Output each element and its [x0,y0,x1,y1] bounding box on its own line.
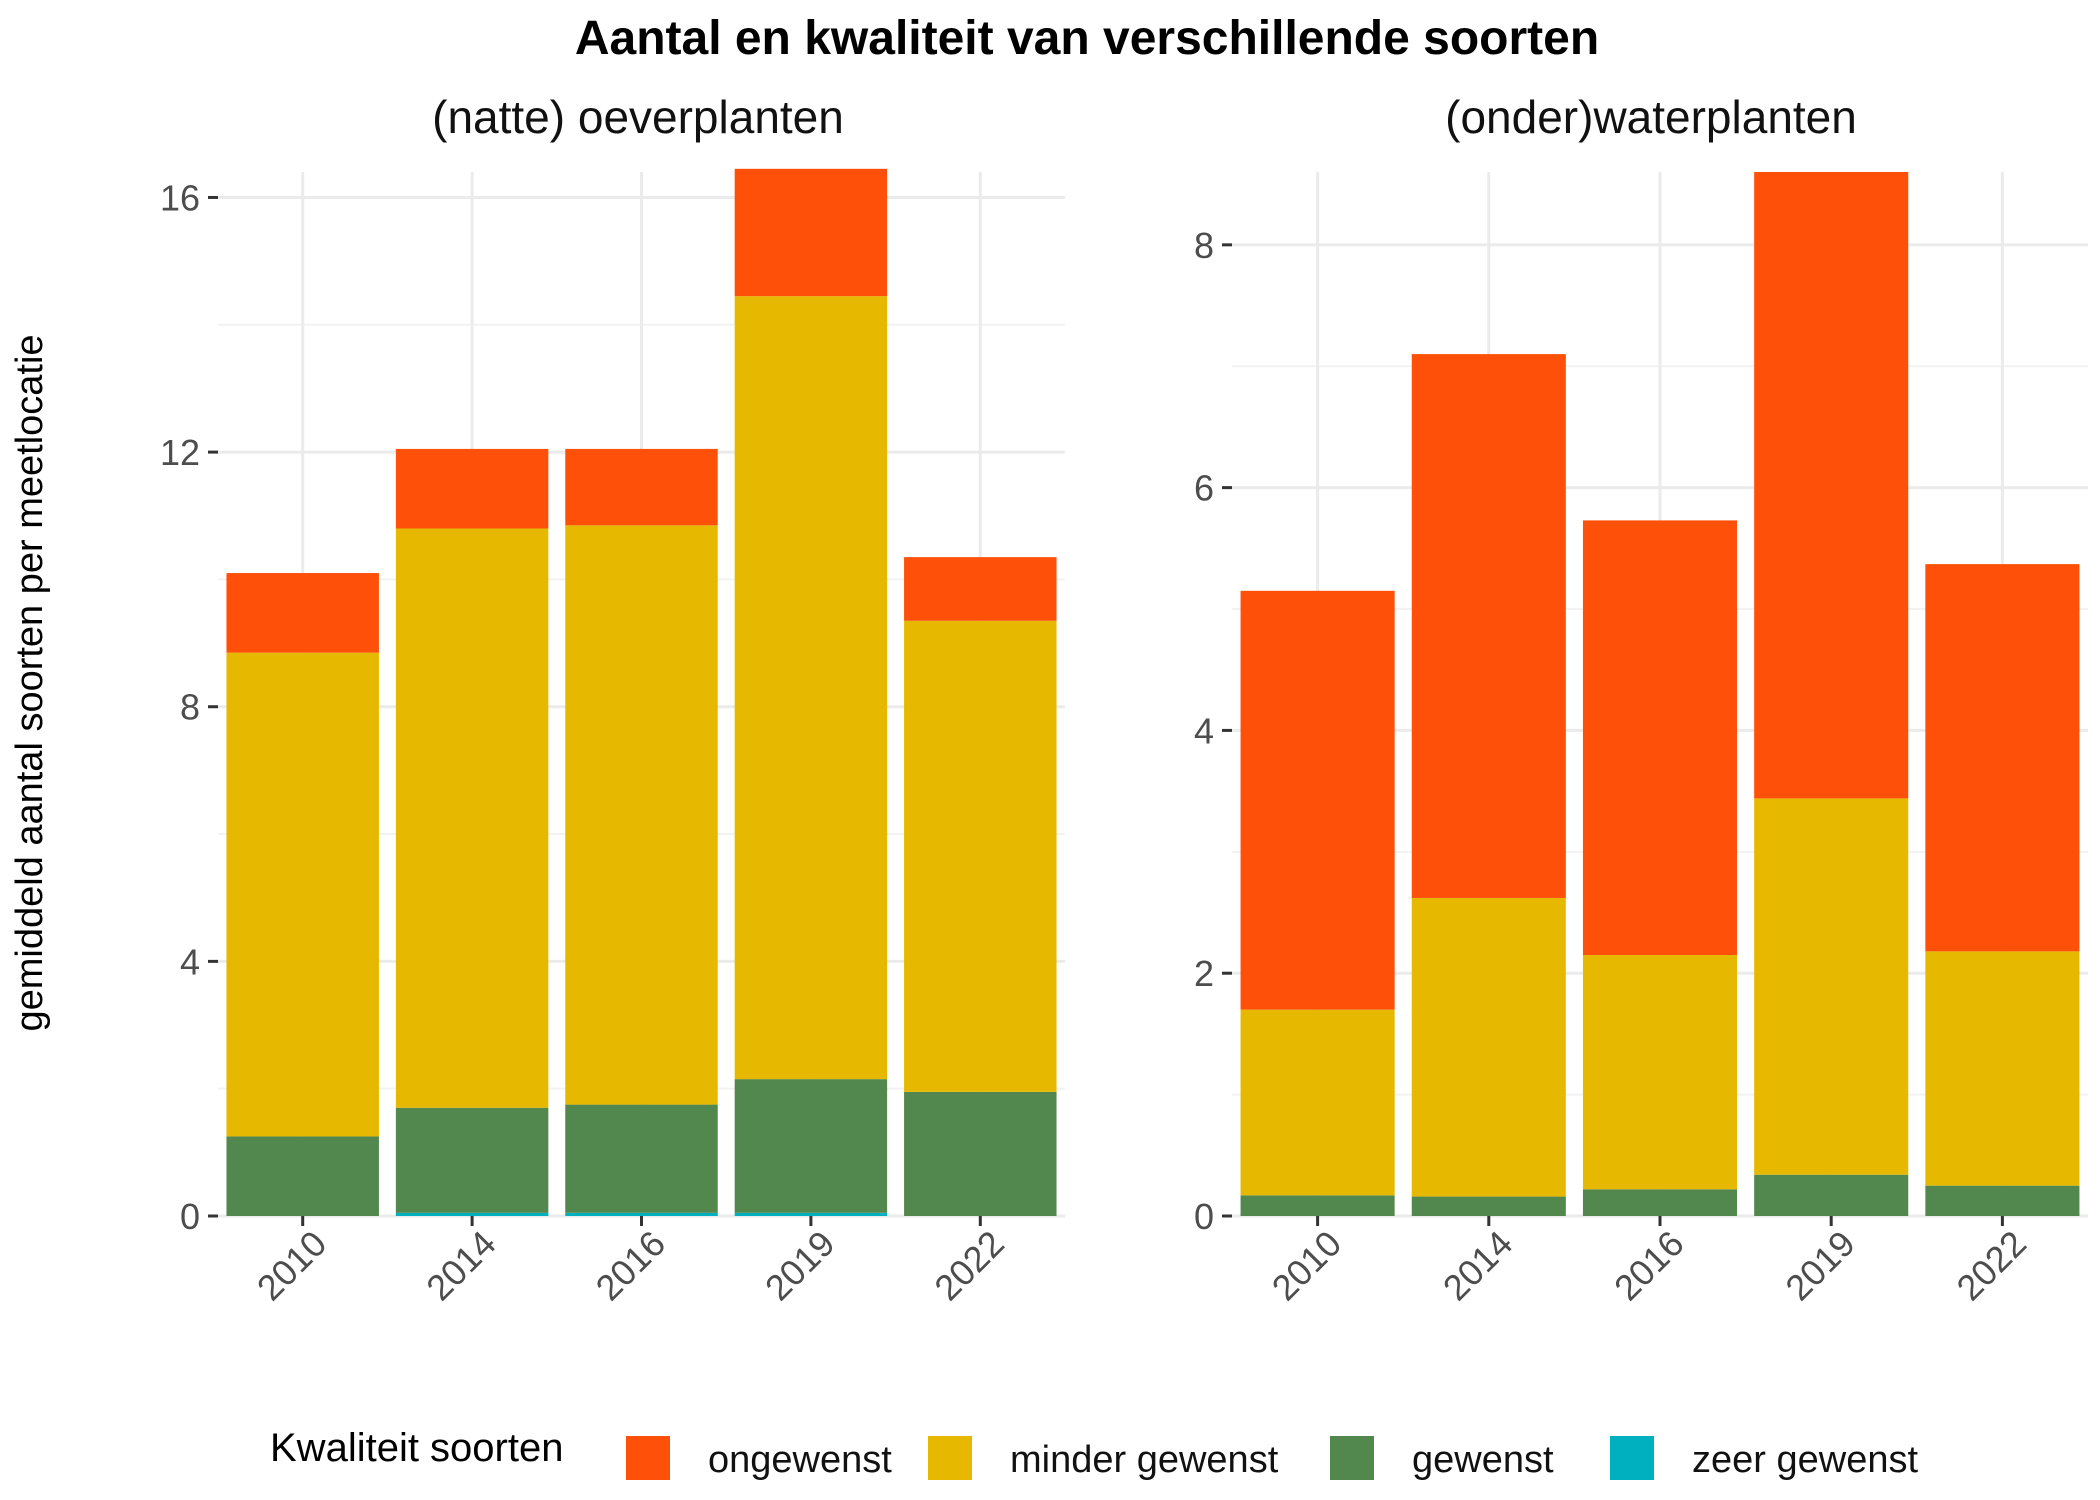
x-tick-label: 2010 [1264,1223,1350,1309]
panel-subtitle: (onder)waterplanten [1445,91,1857,143]
bar-segment-minder-gewenst-2016 [565,525,718,1105]
bar-segment-minder-gewenst-2014 [395,528,549,1108]
bar-segment-minder-gewenst-2019 [1754,798,1909,1175]
bar-segment-zeer-gewenst-2014 [395,1212,549,1216]
panels: (natte) oeverplanten 0 4 8 12 16 2010 2014 2016 2… [160,91,2088,1308]
x-tick-label: 2016 [1606,1223,1692,1309]
bar-segment-minder-gewenst-2016 [1582,955,1738,1190]
legend-swatch-gewenst [1330,1436,1374,1480]
x-tick-label: 2016 [588,1223,674,1309]
bar-segment-gewenst-2010 [1240,1195,1395,1216]
legend-swatch-zeer-gewenst [1610,1436,1654,1480]
legend-label-zeer-gewenst: zeer gewenst [1692,1439,1918,1481]
bar-segment-gewenst-2022 [1925,1185,2080,1216]
bar-segment-ongewenst-2014 [1411,354,1566,898]
x-tick-label: 2014 [418,1223,504,1309]
y-tick-label: 12 [160,432,200,473]
bar-segment-ongewenst-2019 [1754,172,1909,799]
legend-label-minder-gewenst: minder gewenst [1010,1439,1279,1481]
y-axis-label: gemiddeld aantal soorten per meetlocatie [9,334,51,1031]
x-tick-label: 2022 [1948,1223,2034,1309]
panel-subtitle: (natte) oeverplanten [432,91,844,143]
bar-segment-ongewenst-2010 [226,573,379,653]
legend-swatch-ongewenst [626,1436,670,1480]
y-tick-label: 4 [1194,710,1214,751]
y-tick-label: 2 [1194,953,1214,994]
legend-title: Kwaliteit soorten [270,1426,563,1470]
x-tick-label: 2019 [1777,1223,1863,1309]
bar-segment-ongewenst-2010 [1240,590,1395,1010]
x-tick-label: 2022 [926,1223,1012,1309]
x-tick-label: 2019 [757,1223,843,1309]
bar-segment-minder-gewenst-2022 [904,620,1057,1092]
y-tick-label: 16 [160,177,200,218]
bar-segment-gewenst-2014 [1411,1196,1566,1216]
bar-segment-zeer-gewenst-2016 [565,1212,718,1216]
bar-segment-minder-gewenst-2010 [226,652,379,1137]
y-tick-label: 8 [1194,225,1214,266]
bar-segment-ongewenst-2022 [1925,564,2080,952]
y-tick-label: 4 [180,941,200,982]
bar-segment-minder-gewenst-2019 [734,296,888,1080]
y-tick-label: 8 [180,687,200,728]
bar-segment-ongewenst-2016 [565,448,718,526]
panel-2: (onder)waterplanten 0 2 4 6 8 2010 2014 2016 2019… [1194,91,2088,1308]
bar-segment-ongewenst-2019 [734,168,888,297]
y-tick-label: 0 [1194,1196,1214,1237]
bar-segment-minder-gewenst-2010 [1240,1009,1395,1196]
legend: Kwaliteit soorten ongewenst minder gewens… [270,1426,1918,1481]
bar-segment-ongewenst-2014 [395,448,549,529]
bar-segment-gewenst-2019 [734,1079,888,1213]
legend-swatch-minder-gewenst [928,1436,972,1480]
legend-label-ongewenst: ongewenst [708,1439,892,1481]
x-tick-label: 2014 [1435,1223,1521,1309]
bar-segment-zeer-gewenst-2019 [734,1212,888,1216]
legend-label-gewenst: gewenst [1412,1439,1554,1481]
bar-segment-gewenst-2016 [1582,1189,1738,1216]
chart-title: Aantal en kwaliteit van verschillende so… [575,12,1599,65]
y-tick-label: 6 [1194,468,1214,509]
x-tick-label: 2010 [249,1223,335,1309]
bar-segment-ongewenst-2016 [1582,520,1738,955]
bar-segment-gewenst-2019 [1754,1174,1909,1216]
bar-segment-ongewenst-2022 [904,557,1057,621]
bar-segment-gewenst-2016 [565,1104,718,1213]
bar-segment-minder-gewenst-2014 [1411,897,1566,1197]
panel-1: (natte) oeverplanten 0 4 8 12 16 2010 2014 2016 2… [160,91,1065,1308]
y-tick-label: 0 [180,1196,200,1237]
bar-segment-gewenst-2014 [395,1107,549,1213]
bar-segment-minder-gewenst-2022 [1925,951,2080,1186]
bar-segment-gewenst-2010 [226,1136,379,1216]
bar-segment-gewenst-2022 [904,1091,1057,1216]
